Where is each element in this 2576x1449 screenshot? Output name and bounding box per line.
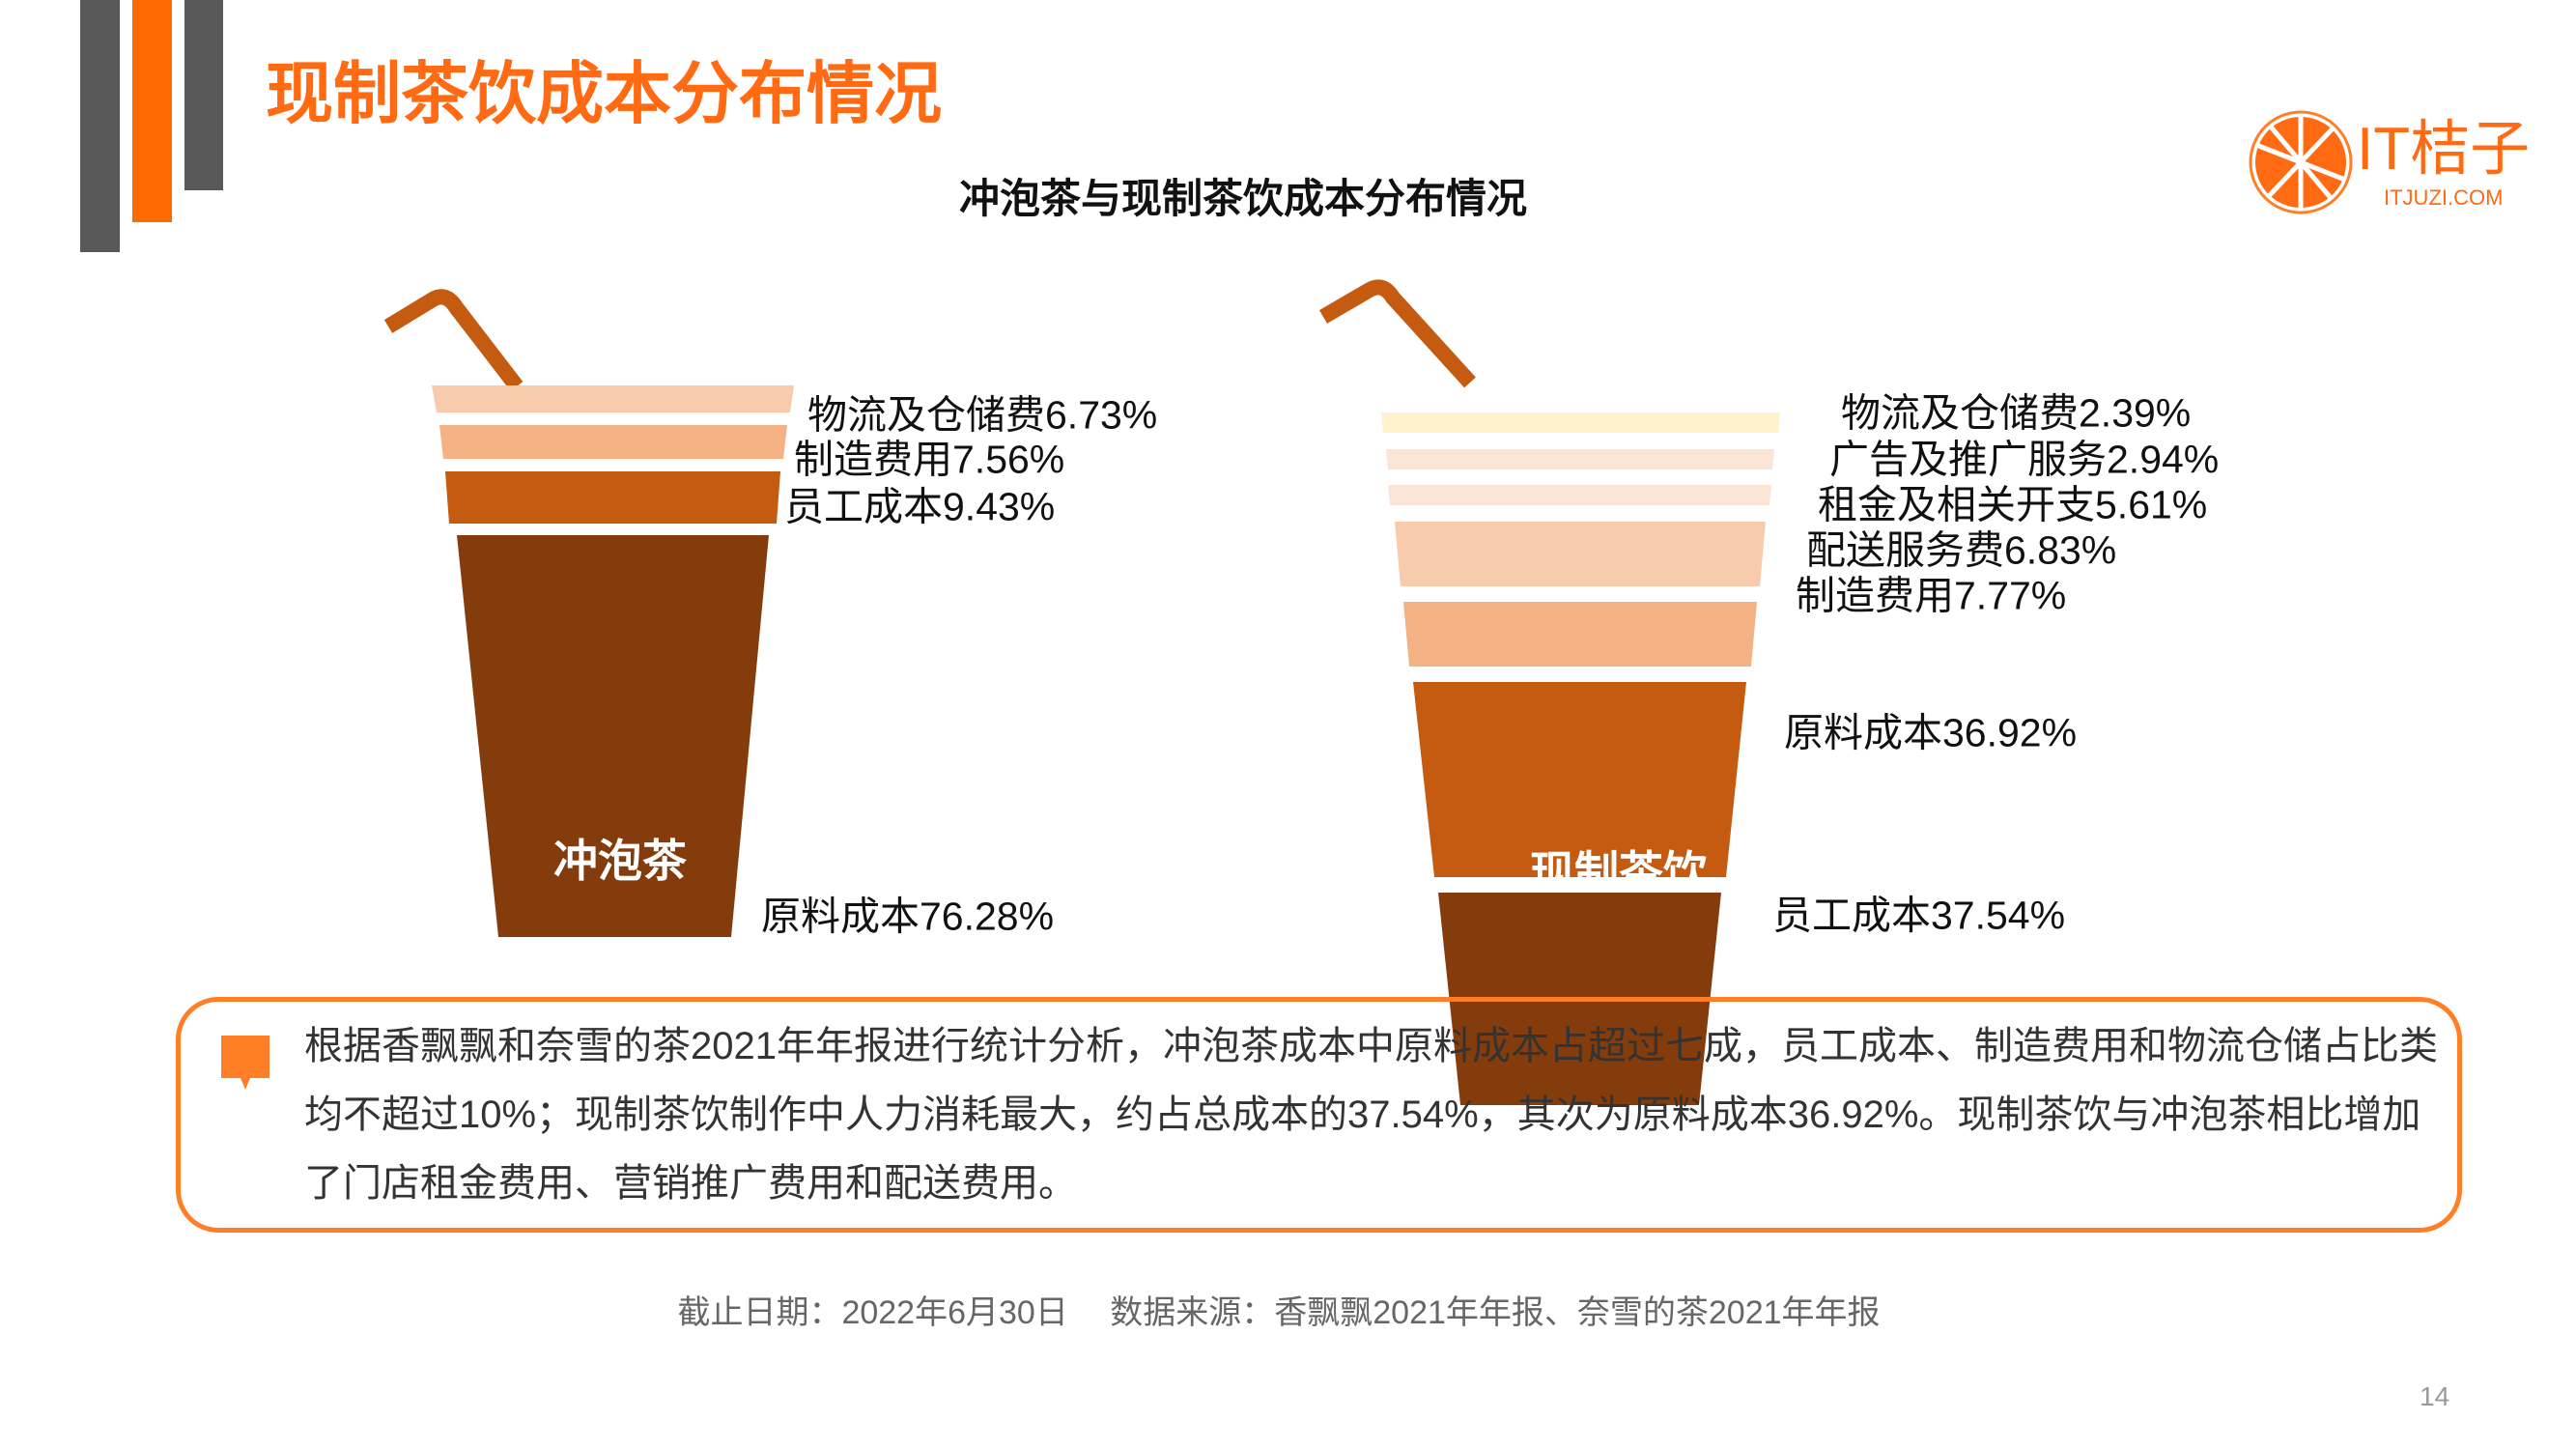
summary-line: 根据香飘飘和奈雪的茶2021年年报进行统计分析，冲泡茶成本中原料成本占超过七成，…: [304, 1025, 2438, 1067]
orange-logo-icon: [2249, 110, 2353, 214]
summary-line: 了门店租金费用、营销推广费用和配送费用。: [304, 1162, 1077, 1205]
data-label: 配送服务费6.83%: [1806, 527, 2117, 573]
band-cup1-logistics: [432, 385, 794, 412]
cup-label-instant-tea: 冲泡茶: [553, 836, 687, 886]
data-label: 物流及仓储费6.73%: [807, 392, 1158, 438]
band-cup1-staff: [445, 471, 780, 524]
straw-left: [383, 289, 524, 391]
band-cup1-manufacturing: [439, 425, 787, 459]
page-title: 现制茶饮成本分布情况: [266, 56, 942, 131]
summary-line: 均不超过10%；现制茶饮制作中人力消耗最大，约占总成本的37.54%，其次为原料…: [304, 1094, 2421, 1136]
data-label: 制造费用7.56%: [794, 437, 1065, 482]
data-label: 广告及推广服务2.94%: [1829, 437, 2220, 482]
chart-title: 冲泡茶与现制茶饮成本分布情况: [958, 176, 1527, 221]
cup-label-fresh-tea: 现制茶饮: [1530, 847, 1708, 897]
data-label: 原料成本36.92%: [1784, 710, 2078, 755]
data-label: 员工成本37.54%: [1772, 893, 2066, 938]
decor-bar-gray-left: [80, 0, 120, 252]
band-cup2-material: [1413, 682, 1746, 877]
data-label: 物流及仓储费2.39%: [1841, 390, 2192, 436]
summary-box: [176, 997, 2462, 1233]
band-cup2-logistics: [1381, 412, 1780, 433]
logo-subtext: ITJUZI.COM: [2384, 185, 2504, 210]
decor-bar-gray-right: [184, 0, 223, 190]
data-label: 原料成本76.28%: [761, 894, 1055, 939]
band-cup2-rent: [1388, 485, 1771, 505]
source-note: 截止日期：2022年6月30日 数据来源：香飘飘2021年年报、奈雪的茶2021…: [677, 1294, 1881, 1331]
band-cup2-delivery: [1395, 522, 1766, 586]
decor-bar-orange: [132, 0, 172, 222]
page-number: 14: [2420, 1381, 2450, 1411]
speech-bubble-icon: [221, 1036, 269, 1090]
data-label: 租金及相关开支5.61%: [1818, 482, 2208, 527]
data-label: 制造费用7.77%: [1796, 573, 2067, 618]
straw-right: [1318, 279, 1476, 388]
data-label: 员工成本9.43%: [784, 484, 1056, 529]
logo-text: IT桔子: [2357, 116, 2531, 183]
band-cup2-manufacturing: [1403, 602, 1757, 667]
band-cup1-material: [457, 535, 769, 937]
band-cup2-advertising: [1386, 449, 1774, 469]
